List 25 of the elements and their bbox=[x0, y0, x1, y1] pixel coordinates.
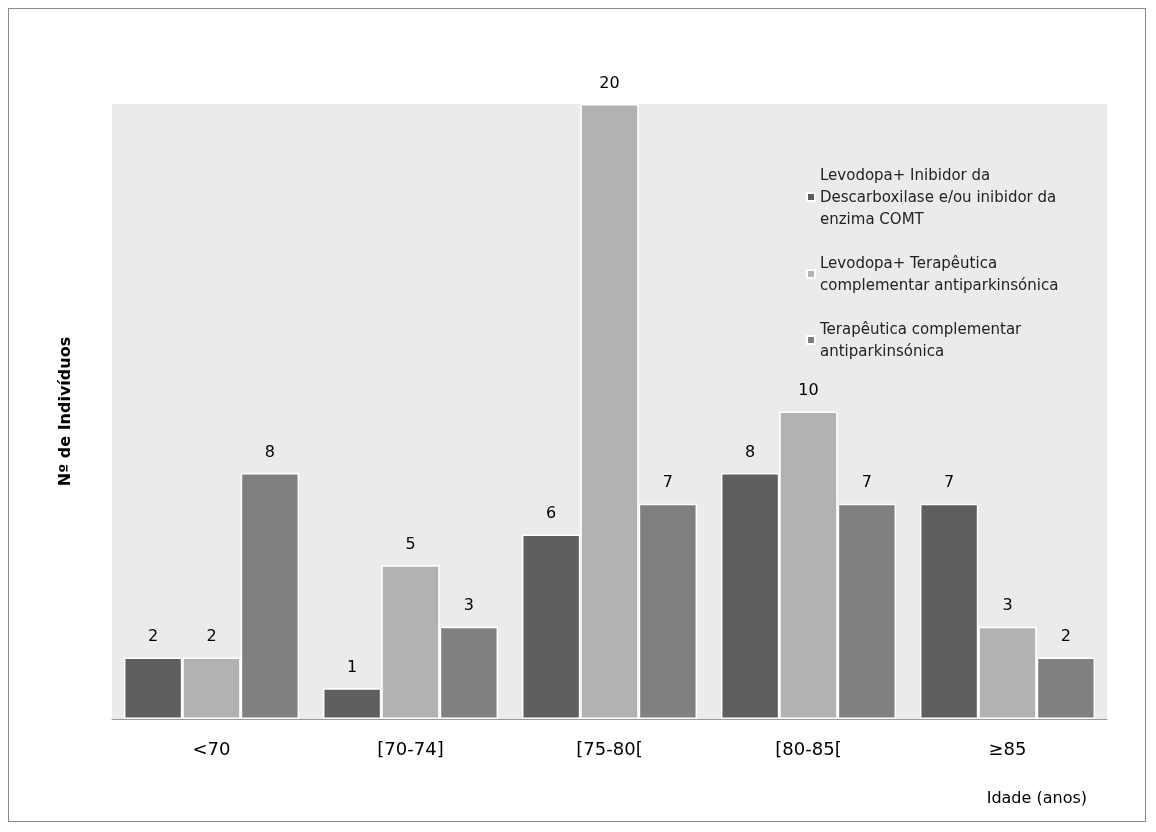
x-axis-title: Idade (anos) bbox=[986, 787, 1087, 807]
data-label: 2 bbox=[206, 626, 217, 645]
data-label: 7 bbox=[861, 472, 872, 492]
x-tick-label: <70 bbox=[192, 737, 231, 759]
x-tick-label: [75-80[ bbox=[576, 737, 643, 759]
data-label: 1 bbox=[347, 656, 358, 676]
data-label: 6 bbox=[546, 503, 557, 522]
legend-label: Terapêutica complementar antiparkinsónica bbox=[819, 320, 1027, 360]
x-tick-label: ≥85 bbox=[988, 737, 1027, 759]
x-tick-label: [80-85[ bbox=[775, 737, 842, 759]
data-label: 8 bbox=[264, 441, 275, 461]
data-label: 2 bbox=[1060, 626, 1071, 645]
data-label: 3 bbox=[463, 595, 474, 615]
data-label: 5 bbox=[405, 533, 416, 553]
legend-label: Levodopa+ Terapêutica complementar antiparkinsónica bbox=[820, 254, 1059, 294]
data-label: 7 bbox=[944, 472, 955, 492]
y-axis-title: Nº de Indivíduos bbox=[54, 336, 74, 487]
data-label: 2 bbox=[148, 626, 159, 645]
data-label: 20 bbox=[599, 72, 620, 92]
x-tick-label: [70-74] bbox=[377, 737, 444, 759]
data-label: 7 bbox=[662, 472, 673, 492]
legend-label: Levodopa+ Inibidor da Descarboxilase e/ou inibidor da enzima COMT bbox=[820, 166, 1062, 228]
data-label: 8 bbox=[745, 441, 756, 461]
data-label: 10 bbox=[798, 380, 819, 399]
data-label: 3 bbox=[1002, 595, 1013, 615]
